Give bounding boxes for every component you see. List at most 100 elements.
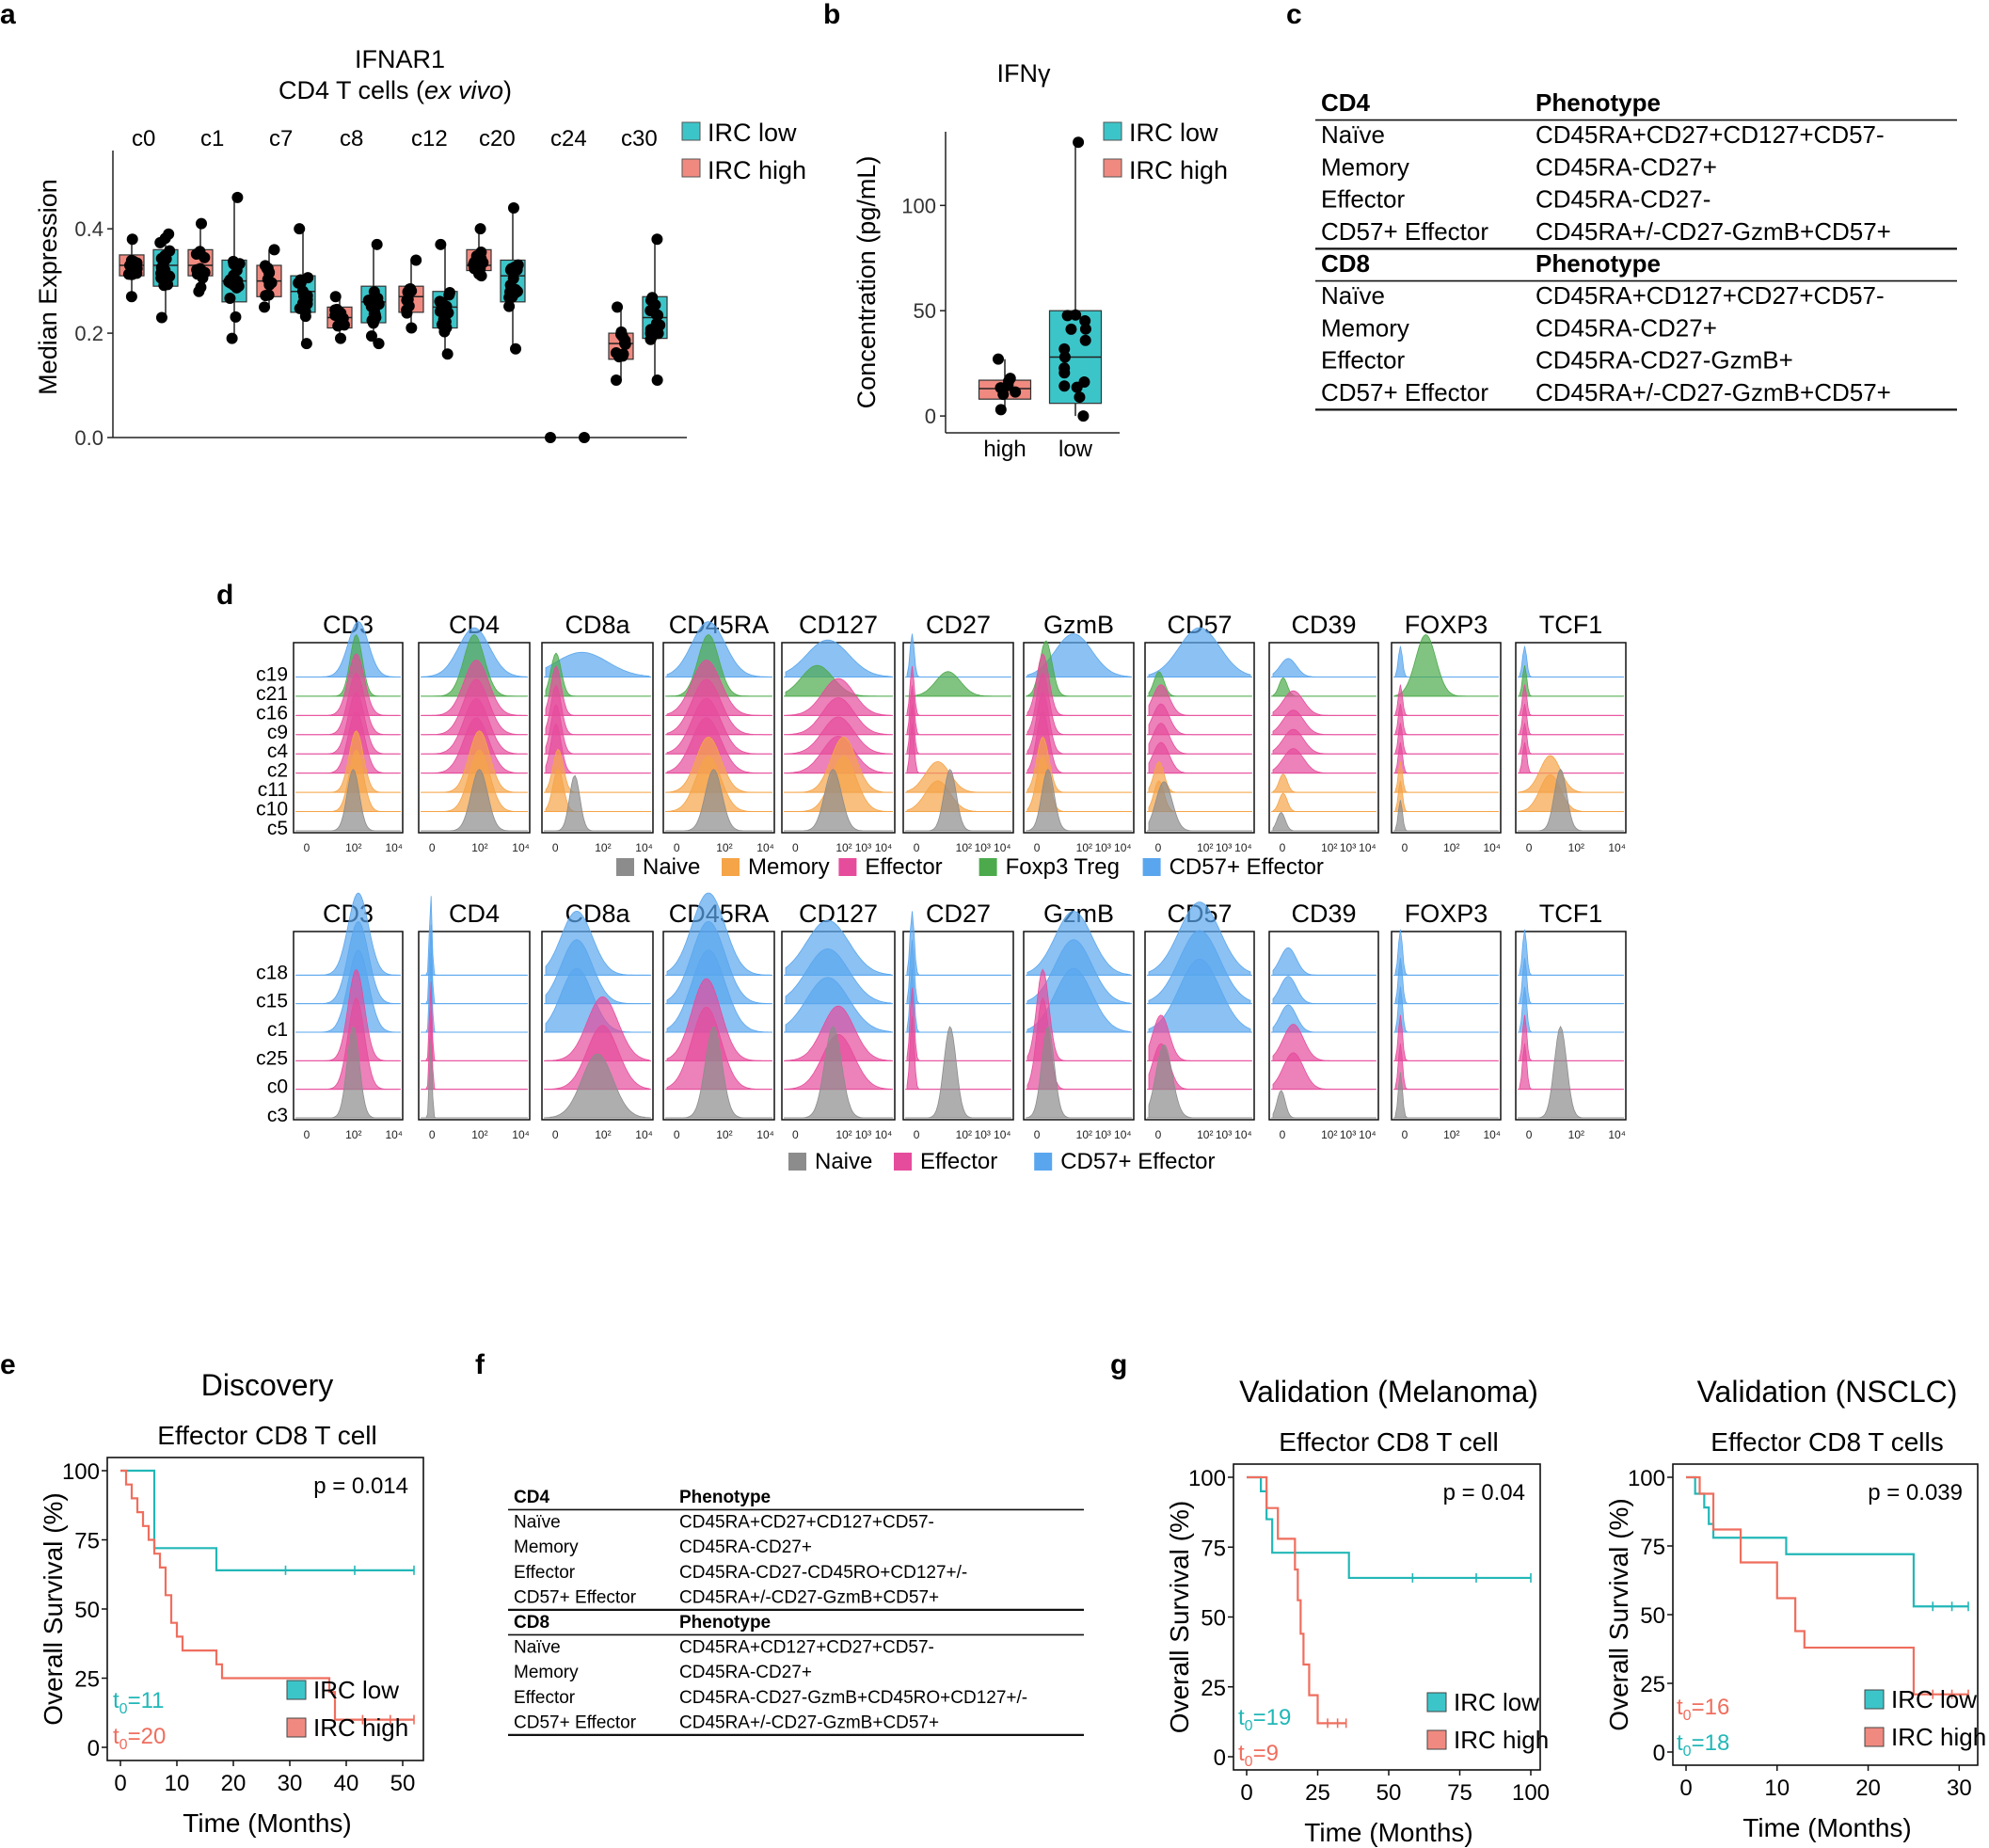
km-g2-xtick-label: 0 xyxy=(1679,1776,1692,1801)
km-g1-legend-high-swatch xyxy=(1426,1729,1447,1750)
hist-top-xtick: 10² xyxy=(835,841,851,854)
table-f-cell: CD4 xyxy=(514,1488,549,1507)
panel-a-irc-low-point xyxy=(228,269,240,281)
panel-a-irc-high-point xyxy=(126,233,138,246)
hist-bottom-cluster-label: c18 xyxy=(256,962,288,983)
hist-bottom-xtick: 10⁴ xyxy=(1359,1128,1376,1141)
km-g1-t0-t: t xyxy=(1238,1741,1245,1766)
panel-a-irc-high-point xyxy=(612,301,624,313)
panel-b-ylabel: Concentration (pg/mL) xyxy=(852,156,881,409)
panel-label-g: g xyxy=(1110,1349,1127,1380)
km-g1-ytick-label: 100 xyxy=(1188,1466,1226,1491)
hist-top-curve-effector xyxy=(1519,741,1623,774)
panel-a-cluster-label: c7 xyxy=(269,126,293,151)
panel-a-irc-high-point xyxy=(617,348,629,360)
km-e-xlabel: Time (Months) xyxy=(183,1808,351,1838)
panel-a-cluster-label: c24 xyxy=(550,126,587,151)
hist-bottom-curve-cd57 xyxy=(1272,976,1376,1005)
hist-bottom-curve-effector xyxy=(422,981,527,1061)
hist-bottom-legend-swatch xyxy=(1034,1153,1053,1171)
legend-irc-high-swatch xyxy=(681,158,701,178)
table-f-cell: CD45RA-CD27+ xyxy=(679,1537,812,1557)
hist-top-marker-label: GzmB xyxy=(1043,611,1114,639)
hist-top-curve-cd57 xyxy=(1394,645,1498,677)
km-e-t0-t: t xyxy=(113,1688,119,1713)
panel-b-irc-high-point xyxy=(992,353,1004,365)
panel-label-c: c xyxy=(1286,0,1302,30)
km-g2-legend-low-swatch xyxy=(1864,1689,1885,1710)
hist-bottom-marker-label: CD127 xyxy=(799,900,878,928)
hist-bottom-curve-cd57 xyxy=(785,948,892,1005)
km-e-t0-sub: 0 xyxy=(119,1737,128,1753)
table-f-cell: Phenotype xyxy=(679,1613,771,1633)
km-e-t0-label: t0=20 xyxy=(113,1724,166,1753)
hist-bottom-curve-naive xyxy=(1394,1072,1497,1119)
hist-top-curve-memory xyxy=(1394,780,1498,812)
km-e-legend-low-swatch xyxy=(286,1680,307,1700)
hist-top-xtick: 0 xyxy=(1526,841,1533,854)
table-c-cell: CD45RA+CD27+CD127+CD57- xyxy=(1536,120,1885,149)
km-g2-ytick-label: 25 xyxy=(1640,1672,1665,1697)
panel-a-irc-low-point xyxy=(512,259,524,271)
hist-top-xtick: 10² xyxy=(345,841,361,854)
km-g1-xtick-label: 25 xyxy=(1305,1780,1330,1806)
legend-b-irc-high-swatch xyxy=(1103,158,1122,178)
hist-bottom-curve-cd57 xyxy=(422,952,526,1033)
panel-a-irc-high-point xyxy=(259,301,271,313)
hist-top-xtick: 0 xyxy=(1280,841,1286,854)
hist-top-xtick: 0 xyxy=(429,841,436,854)
panel-b-chart: IFNγ Concentration (pg/mL) 0 50 100 high low… xyxy=(852,59,1228,462)
table-f-cell: CD45RA-CD27-CD45RO+CD127+/- xyxy=(679,1563,967,1583)
hist-bottom-curve-naive xyxy=(1148,1043,1250,1119)
table-f-cell: CD45RA+CD127+CD27+CD57- xyxy=(679,1638,934,1658)
table-c-cell: Effector xyxy=(1321,185,1405,214)
km-g2-t0-t: t xyxy=(1677,1695,1683,1720)
km-e-title: Discovery xyxy=(201,1368,333,1402)
hist-top-xtick: 0 xyxy=(914,841,920,854)
km-e-ytick-label: 100 xyxy=(62,1459,100,1485)
hist-top-curve-effector xyxy=(1272,748,1376,774)
km-e-t0-sub: 0 xyxy=(119,1701,128,1717)
hist-bottom-xtick: 10³ xyxy=(1340,1128,1356,1141)
hist-bottom-curve-cd57 xyxy=(906,939,1010,1005)
panel-b-irc-low-point xyxy=(1079,323,1091,335)
hist-bottom-xtick: 10³ xyxy=(855,1128,871,1141)
hist-top-xtick: 10² xyxy=(471,841,487,854)
panel-b-xtick-label: low xyxy=(1058,437,1093,462)
km-g1-subtitle: Effector CD8 T cell xyxy=(1279,1427,1498,1457)
hist-top-curve-effector xyxy=(1272,709,1376,736)
hist-bottom-xtick: 10² xyxy=(1076,1128,1092,1141)
hist-top-curve-effector xyxy=(785,716,892,755)
hist-top-curve-memory xyxy=(1272,792,1376,812)
panel-label-d: d xyxy=(216,580,233,611)
hist-bottom-curve-cd57 xyxy=(1394,929,1498,976)
panel-a-irc-low-point xyxy=(507,202,519,214)
panel-a-irc-low-point xyxy=(226,332,238,344)
km-e-xtick-label: 0 xyxy=(114,1771,126,1796)
panel-a-title-close: ) xyxy=(503,76,512,104)
table-c-cell: Phenotype xyxy=(1536,249,1661,278)
panel-a-irc-high-point xyxy=(473,268,485,280)
km-g1-ytick-label: 50 xyxy=(1201,1606,1226,1632)
hist-bottom-cluster-label: c1 xyxy=(267,1019,288,1041)
panel-c-phenotype-table: CD4 Phenotype Naïve CD45RA+CD27+CD127+CD57-… xyxy=(1315,88,1957,411)
hist-bottom-marker-label: CD39 xyxy=(1291,900,1356,928)
hist-top-curve-cd57 xyxy=(666,621,772,677)
hist-top-panel xyxy=(541,642,654,834)
km-g2-subtitle: Effector CD8 T cells xyxy=(1711,1427,1943,1457)
panel-a-ytick-label: 0.2 xyxy=(74,322,103,345)
hist-top-cluster-label: c11 xyxy=(258,779,288,801)
hist-top-curve-treg xyxy=(1394,634,1498,697)
panel-a-irc-low-point xyxy=(298,291,310,303)
km-g1-legend-low-label: IRC low xyxy=(1454,1688,1539,1716)
panel-b-irc-low-point xyxy=(1065,323,1077,335)
hist-top-xtick: 10⁴ xyxy=(635,841,653,854)
panel-b-irc-low-point xyxy=(1079,334,1091,346)
hist-bottom-legend-swatch xyxy=(894,1153,912,1171)
panel-b-irc-low-point xyxy=(1061,310,1074,322)
hist-top-cluster-label: c10 xyxy=(256,799,288,820)
panel-a-title-line1: IFNAR1 xyxy=(355,45,445,73)
